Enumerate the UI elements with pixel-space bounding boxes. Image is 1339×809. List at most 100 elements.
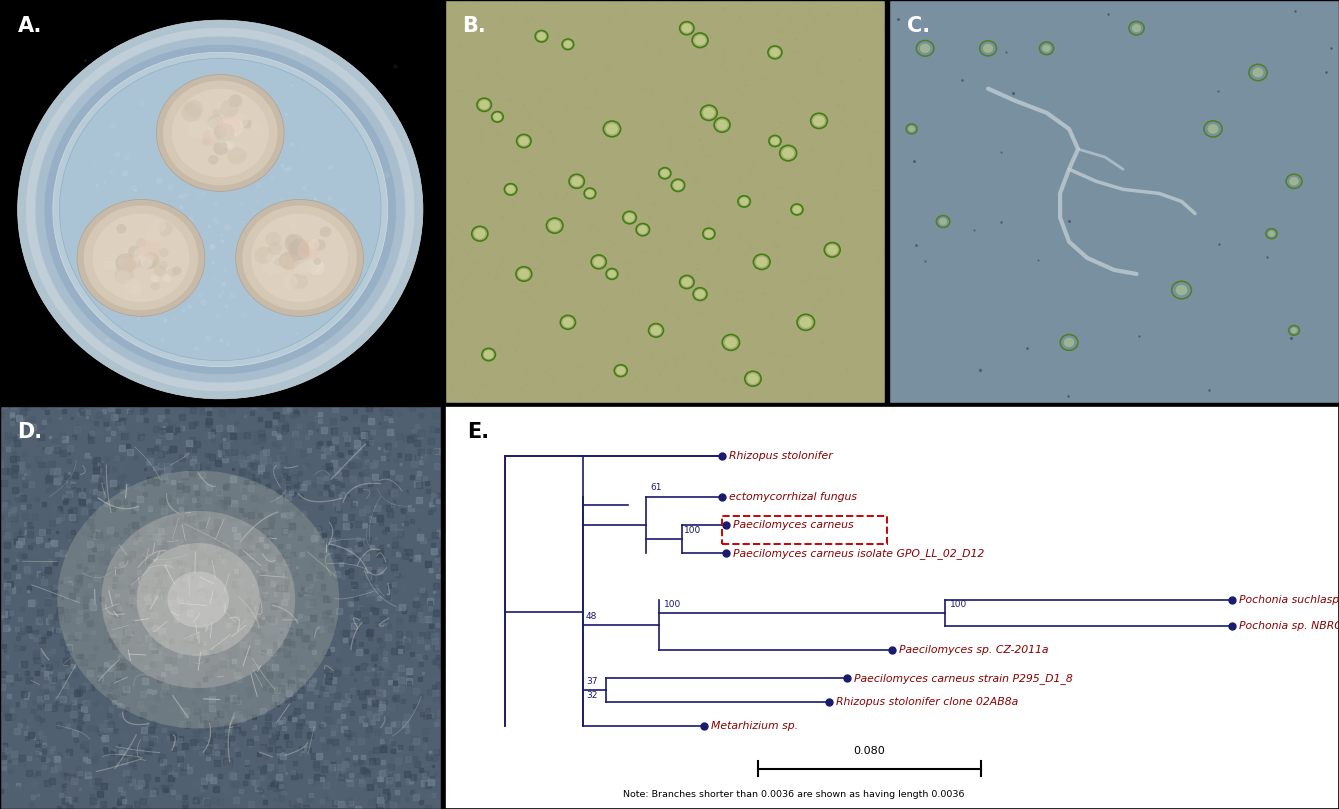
- Point: [648, 146, 670, 159]
- Circle shape: [703, 108, 715, 118]
- Point: [520, 63, 541, 76]
- Point: [671, 386, 692, 399]
- Point: [680, 318, 702, 331]
- Circle shape: [138, 259, 147, 268]
- Point: [511, 286, 533, 299]
- Point: [605, 375, 627, 388]
- Point: [462, 193, 483, 205]
- Point: [586, 88, 608, 101]
- Circle shape: [283, 254, 300, 270]
- Point: [668, 215, 690, 228]
- Circle shape: [1208, 124, 1218, 133]
- Point: [663, 57, 684, 70]
- Point: [753, 8, 774, 21]
- Point: [692, 143, 714, 156]
- Point: [628, 192, 649, 205]
- Point: [562, 35, 584, 48]
- Point: [865, 37, 886, 50]
- Point: [590, 299, 612, 312]
- Point: [852, 30, 873, 43]
- Point: [526, 285, 548, 298]
- Point: [537, 222, 558, 235]
- Point: [793, 40, 814, 53]
- Point: [832, 318, 853, 331]
- Point: [653, 282, 675, 295]
- Point: [490, 344, 511, 357]
- Point: [714, 374, 735, 387]
- Point: [836, 169, 857, 182]
- Point: [548, 39, 569, 52]
- Point: [802, 94, 823, 107]
- Point: [470, 388, 491, 400]
- Point: [490, 219, 511, 232]
- Point: [740, 275, 762, 288]
- Point: [785, 212, 806, 225]
- Circle shape: [122, 247, 143, 265]
- Point: [762, 107, 783, 120]
- Point: [553, 345, 574, 358]
- Point: [779, 118, 801, 131]
- Point: [734, 79, 755, 92]
- Point: [671, 180, 692, 193]
- Point: [516, 74, 537, 87]
- Point: [731, 135, 753, 148]
- Point: [577, 168, 599, 181]
- Point: [819, 70, 841, 83]
- Point: [600, 30, 621, 43]
- Point: [791, 133, 813, 146]
- Point: [708, 230, 730, 243]
- Point: [613, 64, 635, 77]
- Point: [763, 350, 785, 363]
- Point: [746, 40, 767, 53]
- Point: [561, 184, 582, 197]
- Point: [655, 50, 676, 63]
- Point: [753, 391, 774, 404]
- Point: [580, 101, 601, 114]
- Point: [829, 217, 850, 230]
- Point: [441, 383, 462, 396]
- Point: [703, 25, 724, 38]
- Point: [491, 211, 513, 224]
- Text: Rhizopus stolonifer clone 02AB8a: Rhizopus stolonifer clone 02AB8a: [837, 697, 1019, 707]
- Point: [870, 148, 892, 161]
- Circle shape: [307, 257, 323, 272]
- Point: [714, 3, 735, 16]
- Point: [751, 371, 773, 384]
- Point: [458, 178, 479, 191]
- Point: [612, 396, 633, 409]
- Point: [774, 380, 795, 393]
- Point: [522, 380, 544, 393]
- Point: [724, 277, 746, 290]
- Point: [589, 142, 611, 155]
- Point: [773, 78, 794, 91]
- Point: [462, 279, 483, 292]
- Point: [872, 242, 893, 255]
- Point: [532, 246, 553, 259]
- Point: [611, 45, 632, 58]
- Point: [644, 344, 665, 357]
- Point: [595, 383, 616, 396]
- Point: [549, 26, 570, 39]
- Point: [577, 2, 599, 15]
- Point: [846, 32, 868, 44]
- Circle shape: [166, 266, 174, 274]
- Point: [526, 218, 548, 231]
- Point: [767, 390, 789, 403]
- Point: [656, 194, 678, 207]
- Point: [671, 250, 692, 263]
- Point: [861, 158, 882, 171]
- Point: [486, 27, 507, 40]
- Point: [446, 360, 467, 373]
- Circle shape: [151, 219, 166, 233]
- Point: [569, 276, 590, 289]
- Point: [757, 73, 778, 86]
- Point: [675, 174, 696, 187]
- Circle shape: [123, 254, 141, 270]
- Point: [767, 33, 789, 46]
- Point: [825, 81, 846, 94]
- Point: [870, 311, 892, 324]
- Point: [779, 337, 801, 350]
- Point: [819, 273, 841, 286]
- Point: [590, 14, 612, 27]
- Point: [524, 231, 545, 244]
